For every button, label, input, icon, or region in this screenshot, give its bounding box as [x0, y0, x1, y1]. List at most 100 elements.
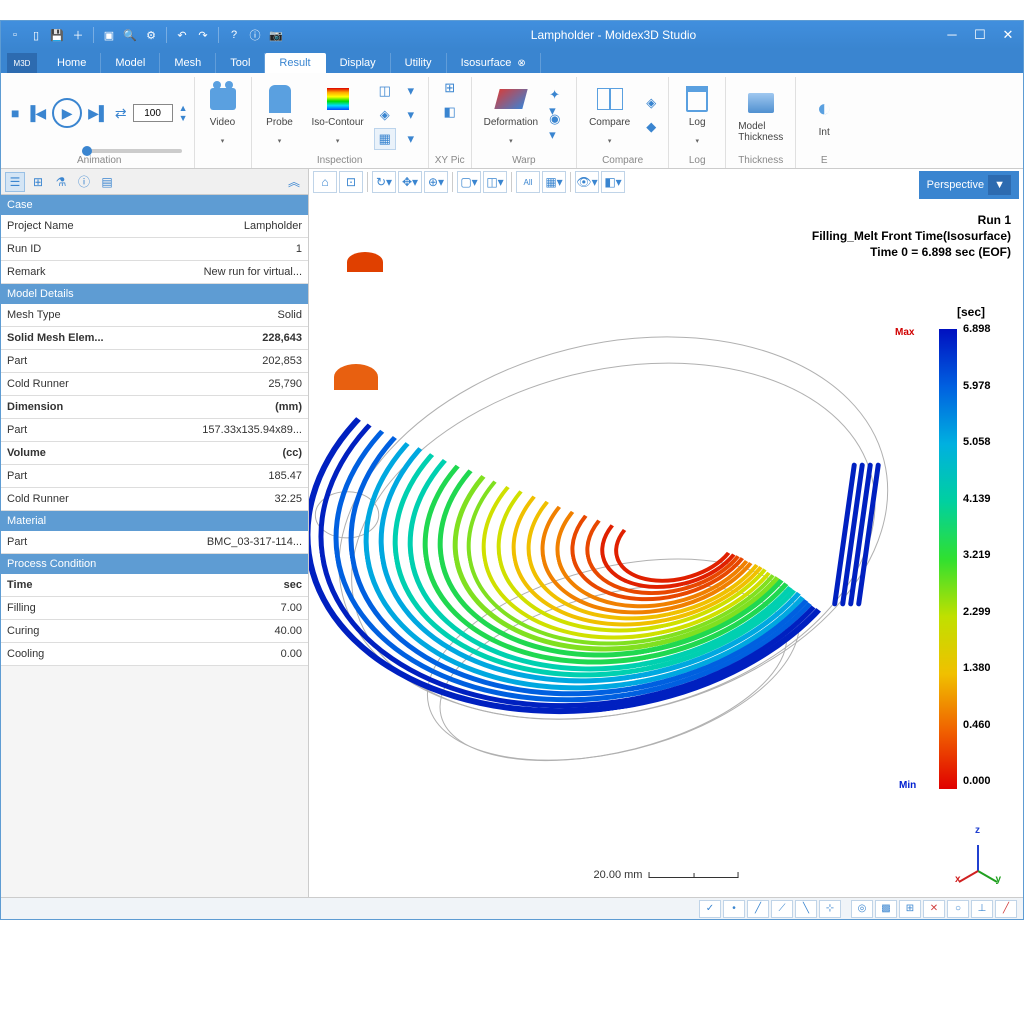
prop-key: Cold Runner [1, 488, 121, 510]
isocontour-button[interactable]: Iso-Contour [306, 81, 370, 150]
play-button[interactable]: ▶ [52, 98, 82, 128]
probe-icon [269, 85, 291, 113]
model-thickness-button[interactable]: Model Thickness [732, 85, 789, 145]
frame-input[interactable] [133, 104, 173, 122]
inspect-tool-2[interactable]: ◈ [374, 104, 396, 126]
frame-stepper-icon[interactable]: ▲▼ [179, 103, 188, 123]
probe-button[interactable]: Probe [258, 81, 302, 150]
compare-tool-1[interactable]: ◈ [640, 92, 662, 114]
inspect-tool-3[interactable]: ▦ [374, 128, 396, 150]
sb-check-icon[interactable]: ✓ [699, 900, 721, 918]
vt-rotate-icon[interactable]: ↻▾ [372, 171, 396, 193]
vt-eye-icon[interactable]: 👁▾ [575, 171, 599, 193]
app-logo-icon[interactable]: M3D [7, 53, 37, 73]
vt-bg-icon[interactable]: ▦▾ [542, 171, 566, 193]
sb-edge1-icon[interactable]: ╱ [747, 900, 769, 918]
qat-save-icon[interactable]: 💾 [49, 27, 65, 43]
tab-close-icon[interactable]: ⊗ [517, 58, 525, 69]
perspective-dropdown-icon[interactable]: ▼ [988, 175, 1011, 195]
prev-frame-button[interactable]: ▐◀ [25, 105, 46, 122]
qat-undo-icon[interactable]: ↶ [174, 27, 190, 43]
prop-section-header[interactable]: Model Details [1, 284, 308, 304]
settings-toggle-icon[interactable]: ⇄ [115, 105, 127, 122]
panel-tab-list-icon[interactable]: ☰ [5, 172, 25, 192]
tab-isosurface[interactable]: Isosurface ⊗ [447, 53, 541, 73]
prop-section-header[interactable]: Process Condition [1, 554, 308, 574]
tab-mesh[interactable]: Mesh [160, 53, 216, 73]
vt-fit-icon[interactable]: ⊡ [339, 171, 363, 193]
panel-toolbar: ☰ ⊞ ⚗ ⓘ ▤ ︽ [1, 169, 308, 195]
sb-x-icon[interactable]: ✕ [923, 900, 945, 918]
tab-home[interactable]: Home [43, 53, 101, 73]
animation-slider[interactable] [82, 149, 182, 153]
panel-tab-info-icon[interactable]: ⓘ [74, 172, 94, 192]
panel-tab-doc-icon[interactable]: ▤ [97, 172, 117, 192]
xypic-tool-2[interactable]: ◧ [439, 101, 461, 123]
maximize-button[interactable]: ☐ [971, 27, 989, 43]
compare-tool-2[interactable]: ◆ [640, 116, 662, 138]
vt-label-icon[interactable]: All [516, 171, 540, 193]
qat-info-icon[interactable]: ⓘ [247, 27, 263, 43]
tab-tool[interactable]: Tool [216, 53, 265, 73]
qat-add-icon[interactable]: ＋ [70, 27, 86, 43]
statusbar: ✓ • ╱ ⟋ ╲ ⊹ ◎ ▩ ⊞ ✕ ○ ⊥ ╱ [1, 897, 1023, 919]
vt-layer-icon[interactable]: ◧▾ [601, 171, 625, 193]
sb-mesh-icon[interactable]: ▩ [875, 900, 897, 918]
vt-home-icon[interactable]: ⌂ [313, 171, 337, 193]
vt-box-icon[interactable]: ▢▾ [457, 171, 481, 193]
prop-val: 40.00 [121, 620, 308, 642]
viewport-3d[interactable]: ⌂ ⊡ ↻▾ ✥▾ ⊕▾ ▢▾ ◫▾ All ▦▾ 👁▾ ◧▾ Perspect… [309, 169, 1023, 897]
stop-button[interactable]: ■ [11, 105, 19, 121]
qat-search-icon[interactable]: 🔍 [122, 27, 138, 43]
qat-gear-icon[interactable]: ⚙ [143, 27, 159, 43]
sb-edge3-icon[interactable]: ╲ [795, 900, 817, 918]
qat-camera-icon[interactable]: 📷 [268, 27, 284, 43]
qat-copy-icon[interactable]: ▣ [101, 27, 117, 43]
group-label-log: Log [689, 153, 706, 168]
sb-grid-icon[interactable]: ⊞ [899, 900, 921, 918]
prop-key: Filling [1, 597, 121, 619]
next-frame-button[interactable]: ▶▌ [88, 105, 109, 122]
sb-target-icon[interactable]: ◎ [851, 900, 873, 918]
panel-collapse-icon[interactable]: ︽ [284, 172, 304, 192]
prop-val: (mm) [121, 396, 308, 418]
tab-display[interactable]: Display [326, 53, 391, 73]
compare-button[interactable]: Compare [583, 81, 636, 150]
log-button[interactable]: Log [675, 81, 719, 150]
sb-edge4-icon[interactable]: ⊹ [819, 900, 841, 918]
qat-help-icon[interactable]: ? [226, 27, 242, 43]
inspect-tool-5[interactable]: ▾ [400, 104, 422, 126]
sb-circle-icon[interactable]: ○ [947, 900, 969, 918]
vt-pan-icon[interactable]: ✥▾ [398, 171, 422, 193]
properties-table[interactable]: CaseProject NameLampholderRun ID1RemarkN… [1, 195, 308, 897]
panel-tab-flask-icon[interactable]: ⚗ [51, 172, 71, 192]
sb-point-icon[interactable]: • [723, 900, 745, 918]
warp-tool-2[interactable]: ◉ ▾ [548, 116, 570, 138]
tab-utility[interactable]: Utility [391, 53, 447, 73]
overflow-button[interactable]: ◐ Int [802, 91, 846, 140]
inspect-tool-1[interactable]: ◫ [374, 80, 396, 102]
prop-section-header[interactable]: Case [1, 195, 308, 215]
vt-cube-icon[interactable]: ◫▾ [483, 171, 507, 193]
inspect-tool-6[interactable]: ▾ [400, 128, 422, 150]
xypic-tool-1[interactable]: ⊞ [439, 77, 461, 99]
video-button[interactable]: Video [201, 81, 245, 150]
ribbon-group-animation: ■ ▐◀ ▶ ▶▌ ⇄ ▲▼ Animation [5, 77, 195, 168]
sb-line-icon[interactable]: ╱ [995, 900, 1017, 918]
perspective-button[interactable]: Perspective ▼ [919, 171, 1019, 199]
sb-edge2-icon[interactable]: ⟋ [771, 900, 793, 918]
tab-result[interactable]: Result [265, 53, 325, 73]
prop-key: Remark [1, 261, 121, 283]
qat-redo-icon[interactable]: ↷ [195, 27, 211, 43]
qat-open-icon[interactable]: ▯ [28, 27, 44, 43]
panel-tab-tree-icon[interactable]: ⊞ [28, 172, 48, 192]
inspect-tool-4[interactable]: ▾ [400, 80, 422, 102]
vt-zoom-icon[interactable]: ⊕▾ [424, 171, 448, 193]
sb-perp-icon[interactable]: ⊥ [971, 900, 993, 918]
deformation-button[interactable]: Deformation [478, 81, 544, 150]
prop-section-header[interactable]: Material [1, 511, 308, 531]
qat-new-icon[interactable]: ▫ [7, 27, 23, 43]
minimize-button[interactable]: ─ [943, 27, 961, 43]
tab-model[interactable]: Model [101, 53, 160, 73]
close-button[interactable]: ✕ [999, 27, 1017, 43]
